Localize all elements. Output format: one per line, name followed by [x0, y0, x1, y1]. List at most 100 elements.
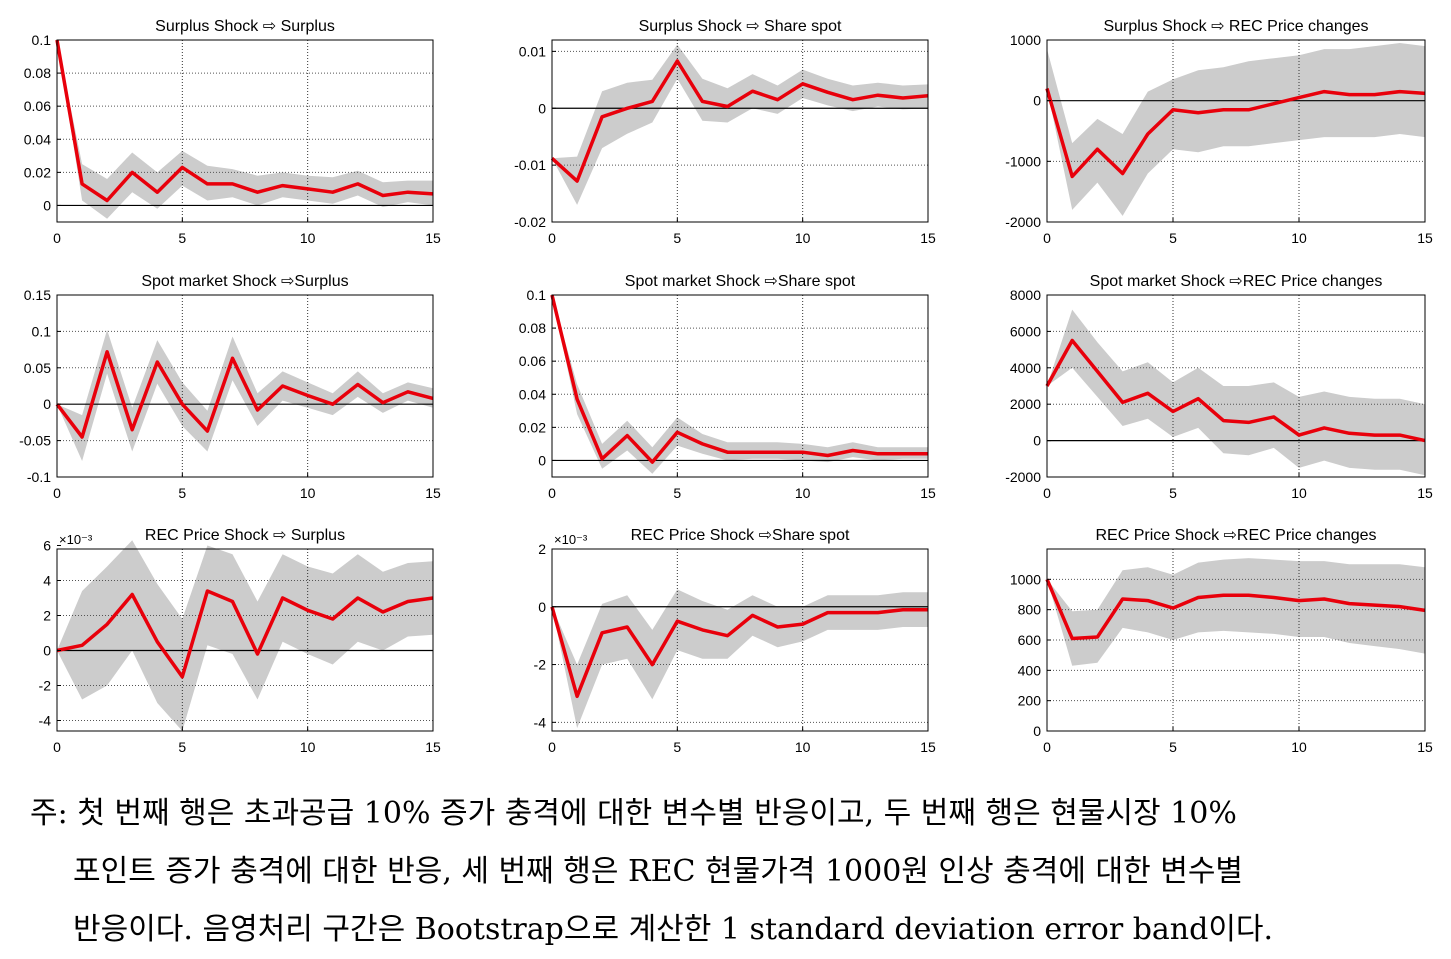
y-tick-label: 0.01	[519, 43, 546, 59]
plot-frame	[1046, 294, 1426, 478]
x-tick-label: 5	[673, 230, 681, 246]
plot-frame	[551, 548, 929, 732]
panel-title: Surplus Shock ⇨ REC Price changes	[1103, 18, 1368, 35]
panel-title: Spot market Shock ⇨REC Price changes	[1090, 273, 1383, 290]
y-exponent-label: ×10⁻³	[59, 532, 93, 547]
x-tick-label: 10	[1291, 485, 1307, 501]
x-tick-label: 5	[178, 485, 186, 501]
y-exponent-label: ×10⁻³	[554, 532, 588, 547]
x-tick-label: 10	[1291, 230, 1307, 246]
plot-frame	[551, 294, 929, 478]
y-tick-label: 0.1	[32, 32, 52, 48]
x-tick-label: 0	[53, 739, 61, 755]
panel-title: Surplus Shock ⇨ Share spot	[639, 18, 842, 35]
response-line	[1045, 88, 1426, 179]
x-tick-label: 5	[178, 739, 186, 755]
y-tick-label: -0.1	[27, 469, 51, 485]
y-tick-label: -2000	[1005, 469, 1041, 485]
response-line	[55, 39, 434, 203]
x-tick-label: 0	[548, 485, 556, 501]
confidence-band	[57, 540, 433, 731]
panel-9: 0 5 10 15 0 200 400 600 800 1000 REC Price Shock ⇨…	[1010, 527, 1433, 755]
confidence-band	[57, 40, 433, 219]
x-tick-label: 15	[920, 739, 936, 755]
confidence-band	[552, 44, 928, 205]
irf-chart-grid: 0 5 10 15 0 0.02 0.04 0.06 0.08 0.1 Surplus Shock …	[19, 18, 1433, 755]
y-tick-label: 0.02	[519, 419, 546, 435]
note-line-1: 주: 첫 번째 행은 초과공급 10% 증가 충격에 대한 변수별 반응이고, …	[30, 796, 1237, 831]
x-tick-label: 15	[1417, 485, 1433, 501]
y-tick-label: 0.06	[519, 353, 546, 369]
confidence-band	[1047, 309, 1425, 476]
y-tick-label: 0	[538, 452, 546, 468]
y-tick-label: -4	[534, 714, 547, 730]
x-tick-label: 15	[425, 230, 441, 246]
y-tick-label: -0.05	[19, 433, 51, 449]
x-tick-label: 10	[795, 230, 811, 246]
panel-8: 0 5 10 15 -4 -2 0 2 ×10⁻³ REC Price Shock ⇨Share …	[534, 527, 936, 755]
x-tick-label: 15	[1417, 739, 1433, 755]
confidence-band	[552, 589, 928, 729]
y-tick-label: 6000	[1010, 323, 1041, 339]
y-tick-label: 1000	[1010, 32, 1041, 48]
figure-note: 주: 첫 번째 행은 초과공급 10% 증가 충격에 대한 변수별 반응이고, …	[0, 785, 1451, 959]
y-tick-label: 0.06	[24, 98, 51, 114]
plot-frame	[56, 294, 434, 478]
y-tick-label: -1000	[1005, 153, 1041, 169]
y-tick-label: 0	[43, 396, 51, 412]
x-tick-label: 5	[673, 739, 681, 755]
y-tick-label: 0	[1033, 723, 1041, 739]
plot-frame	[56, 39, 434, 223]
y-tick-label: 0	[43, 197, 51, 213]
y-tick-label: 4000	[1010, 360, 1041, 376]
x-tick-label: 0	[1043, 739, 1051, 755]
panel-title: REC Price Shock ⇨ Surplus	[145, 527, 345, 544]
y-tick-label: 8000	[1010, 287, 1041, 303]
y-tick-label: 0	[1033, 433, 1041, 449]
x-tick-label: 10	[1291, 739, 1307, 755]
response-line	[1045, 338, 1426, 443]
y-tick-label: 0.02	[24, 164, 51, 180]
y-tick-label: -0.02	[514, 214, 546, 230]
y-tick-label: 600	[1018, 632, 1042, 648]
x-tick-label: 15	[425, 739, 441, 755]
y-tick-label: 0.05	[24, 360, 51, 376]
response-line	[55, 350, 434, 439]
x-tick-label: 15	[425, 485, 441, 501]
x-tick-label: 5	[1169, 485, 1177, 501]
y-tick-label: 4	[43, 573, 51, 589]
y-tick-label: 0.04	[24, 131, 51, 147]
x-tick-label: 5	[1169, 739, 1177, 755]
confidence-band	[1047, 43, 1425, 216]
confidence-band	[552, 295, 928, 474]
y-tick-label: 6	[43, 538, 51, 554]
y-tick-label: 0.15	[24, 287, 51, 303]
x-tick-label: 0	[1043, 230, 1051, 246]
panel-title: Spot market Shock ⇨Surplus	[141, 273, 348, 290]
y-tick-label: -2	[534, 657, 547, 673]
y-tick-label: 0.1	[527, 287, 547, 303]
note-line-2: 포인트 증가 충격에 대한 반응, 세 번째 행은 REC 현물가격 1000원…	[73, 854, 1244, 889]
y-tick-label: 400	[1018, 662, 1042, 678]
y-tick-label: -2	[39, 678, 52, 694]
y-tick-label: 2	[538, 541, 546, 557]
panel-title: REC Price Shock ⇨Share spot	[631, 527, 850, 544]
response-line	[550, 294, 928, 464]
y-tick-label: 0	[538, 599, 546, 615]
x-tick-label: 10	[300, 739, 316, 755]
plot-frame	[551, 39, 929, 223]
panel-5: 0 5 10 15 0 0.02 0.04 0.06 0.08 0.1 Spot market Sh…	[519, 273, 936, 501]
note-line-3: 반응이다. 음영처리 구간은 Bootstrap으로 계산한 1 standar…	[73, 912, 1274, 947]
panel-7: 0 5 10 15 -4 -2 0 2 4 6 ×10⁻³ REC Price Shock ⇨ Sur…	[39, 527, 441, 755]
response-line	[1045, 578, 1426, 641]
plot-frame	[1046, 39, 1426, 223]
panel-1: 0 5 10 15 0 0.02 0.04 0.06 0.08 0.1 Surplus Shock …	[24, 18, 441, 246]
plot-frame	[56, 548, 434, 732]
panel-2: 0 5 10 15 -0.02 -0.01 0 0.01 Surplus Shock ⇨ Sha…	[514, 18, 936, 246]
panel-title: REC Price Shock ⇨REC Price changes	[1095, 527, 1376, 544]
y-tick-label: 0.04	[519, 386, 546, 402]
y-tick-label: -4	[39, 713, 52, 729]
x-tick-label: 15	[920, 230, 936, 246]
y-tick-label: 2000	[1010, 396, 1041, 412]
